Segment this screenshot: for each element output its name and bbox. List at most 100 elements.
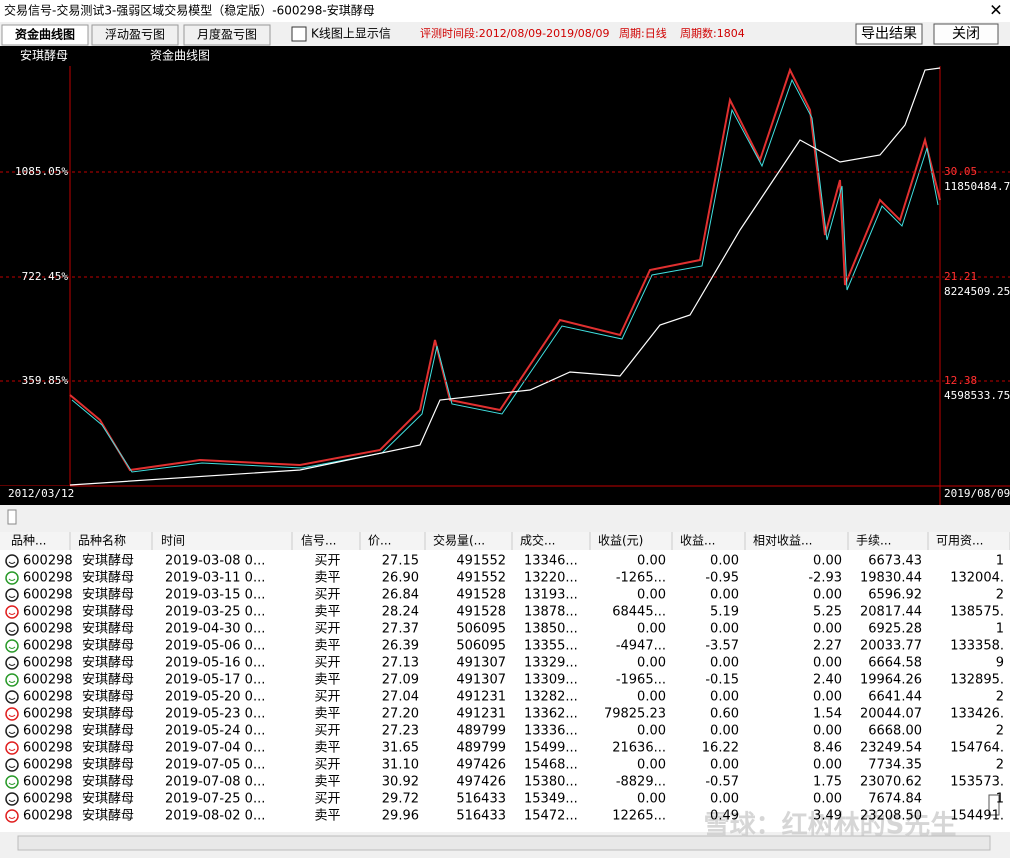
cell: 0.00 (813, 622, 842, 637)
cell: 489799 (456, 741, 506, 756)
cell: 27.37 (382, 622, 419, 637)
cell: 13362... (524, 707, 578, 722)
row-icon-face (8, 595, 16, 598)
cell: 13220... (524, 571, 578, 586)
cell: 491552 (456, 554, 506, 569)
tab[interactable] (91, 24, 179, 46)
row-icon (5, 588, 19, 602)
cell: 0.00 (637, 656, 666, 671)
left-tick-label: 722.45% (22, 270, 69, 283)
tab[interactable] (183, 24, 271, 46)
cell: 26.84 (382, 588, 419, 603)
cell: 2.27 (813, 639, 842, 654)
cell: 安琪酵母 (82, 724, 134, 739)
cell: 27.20 (382, 707, 419, 722)
row-icon-face (8, 748, 16, 751)
cell: 516433 (456, 792, 506, 807)
cell: 153573. (950, 775, 1004, 790)
row-icon (5, 758, 19, 772)
cell: 26.39 (382, 639, 419, 654)
cell: 23208.50 (860, 809, 922, 824)
cell: 卖平 (314, 673, 340, 688)
cell: 买开 (314, 792, 340, 807)
cell: 买开 (314, 724, 340, 739)
h-scrollbar[interactable] (17, 835, 991, 851)
row-icon-face (8, 629, 16, 632)
cell: 1 (996, 554, 1004, 569)
row-icon (5, 792, 19, 806)
cell: 安琪酵母 (82, 792, 134, 807)
cell: 0.00 (637, 792, 666, 807)
price-curve (71, 78, 939, 473)
cell: 12265... (612, 809, 666, 824)
button[interactable] (933, 23, 999, 45)
cell: 买开 (314, 588, 340, 603)
cell: 安琪酵母 (82, 639, 134, 654)
v-scroll-thumb[interactable] (988, 794, 1000, 816)
cell: 安琪酵母 (82, 554, 134, 569)
row-icon-face (8, 799, 16, 802)
close-x[interactable]: ✕ (989, 1, 1002, 20)
cell: 600298 (23, 673, 73, 688)
cell: 0.00 (637, 554, 666, 569)
tab[interactable] (1, 24, 89, 46)
cell: 154764. (950, 741, 1004, 756)
column-header: 相对收益... (753, 534, 812, 548)
cell: 506095 (456, 639, 506, 654)
cell: 0.49 (710, 809, 739, 824)
cell: 安琪酵母 (82, 758, 134, 773)
cell: 0.00 (637, 758, 666, 773)
cell: 19964.26 (860, 673, 922, 688)
cell: 13850... (524, 622, 578, 637)
cell: 27.04 (382, 690, 419, 705)
cell: 卖平 (314, 571, 340, 586)
cell: 491231 (456, 707, 506, 722)
cell: 13336... (524, 724, 578, 739)
cell: 2019-07-25 0... (165, 792, 265, 807)
cell: 600298 (23, 588, 73, 603)
table (0, 532, 1010, 832)
column-header: 时间 (161, 534, 185, 548)
row-icon-face (8, 731, 16, 734)
button[interactable] (855, 23, 923, 45)
cell: 27.09 (382, 673, 419, 688)
scrollbar[interactable] (0, 505, 1010, 530)
row-icon-face (8, 578, 16, 581)
cell: 安琪酵母 (82, 656, 134, 671)
title-bar (0, 0, 1010, 22)
cell: 0.60 (710, 707, 739, 722)
cell: 133426. (950, 707, 1004, 722)
row-icon-face (8, 816, 16, 819)
cell: 138575. (950, 605, 1004, 620)
chart-name: 安琪酵母 (20, 48, 68, 63)
count: 周期数:1804 (680, 27, 745, 40)
cell: 安琪酵母 (82, 707, 134, 722)
cell: 卖平 (314, 775, 340, 790)
cell: 13346... (524, 554, 578, 569)
cell: 600298 (23, 639, 73, 654)
cell: 0.00 (637, 588, 666, 603)
chart-area (0, 46, 1010, 505)
cell: 安琪酵母 (82, 673, 134, 688)
scroll-thumb[interactable] (7, 509, 17, 525)
cell: 132004. (950, 571, 1004, 586)
cell: 600298 (23, 792, 73, 807)
cell: 600298 (23, 809, 73, 824)
cell: 2019-05-20 0... (165, 690, 265, 705)
checkbox[interactable] (291, 26, 307, 42)
cell: 600298 (23, 741, 73, 756)
cell: 21636... (612, 741, 666, 756)
cell: 154491. (950, 809, 1004, 824)
cell: 2 (996, 588, 1004, 603)
cell: 23249.54 (860, 741, 922, 756)
cell: 15380... (524, 775, 578, 790)
cell: 26.90 (382, 571, 419, 586)
cell: 15499... (524, 741, 578, 756)
cell: 6641.44 (868, 690, 922, 705)
cell: 13193... (524, 588, 578, 603)
row-icon (5, 690, 19, 704)
row-icon (5, 639, 19, 653)
column-header: 交易量(... (433, 533, 485, 548)
column-header: 收益... (680, 534, 715, 548)
